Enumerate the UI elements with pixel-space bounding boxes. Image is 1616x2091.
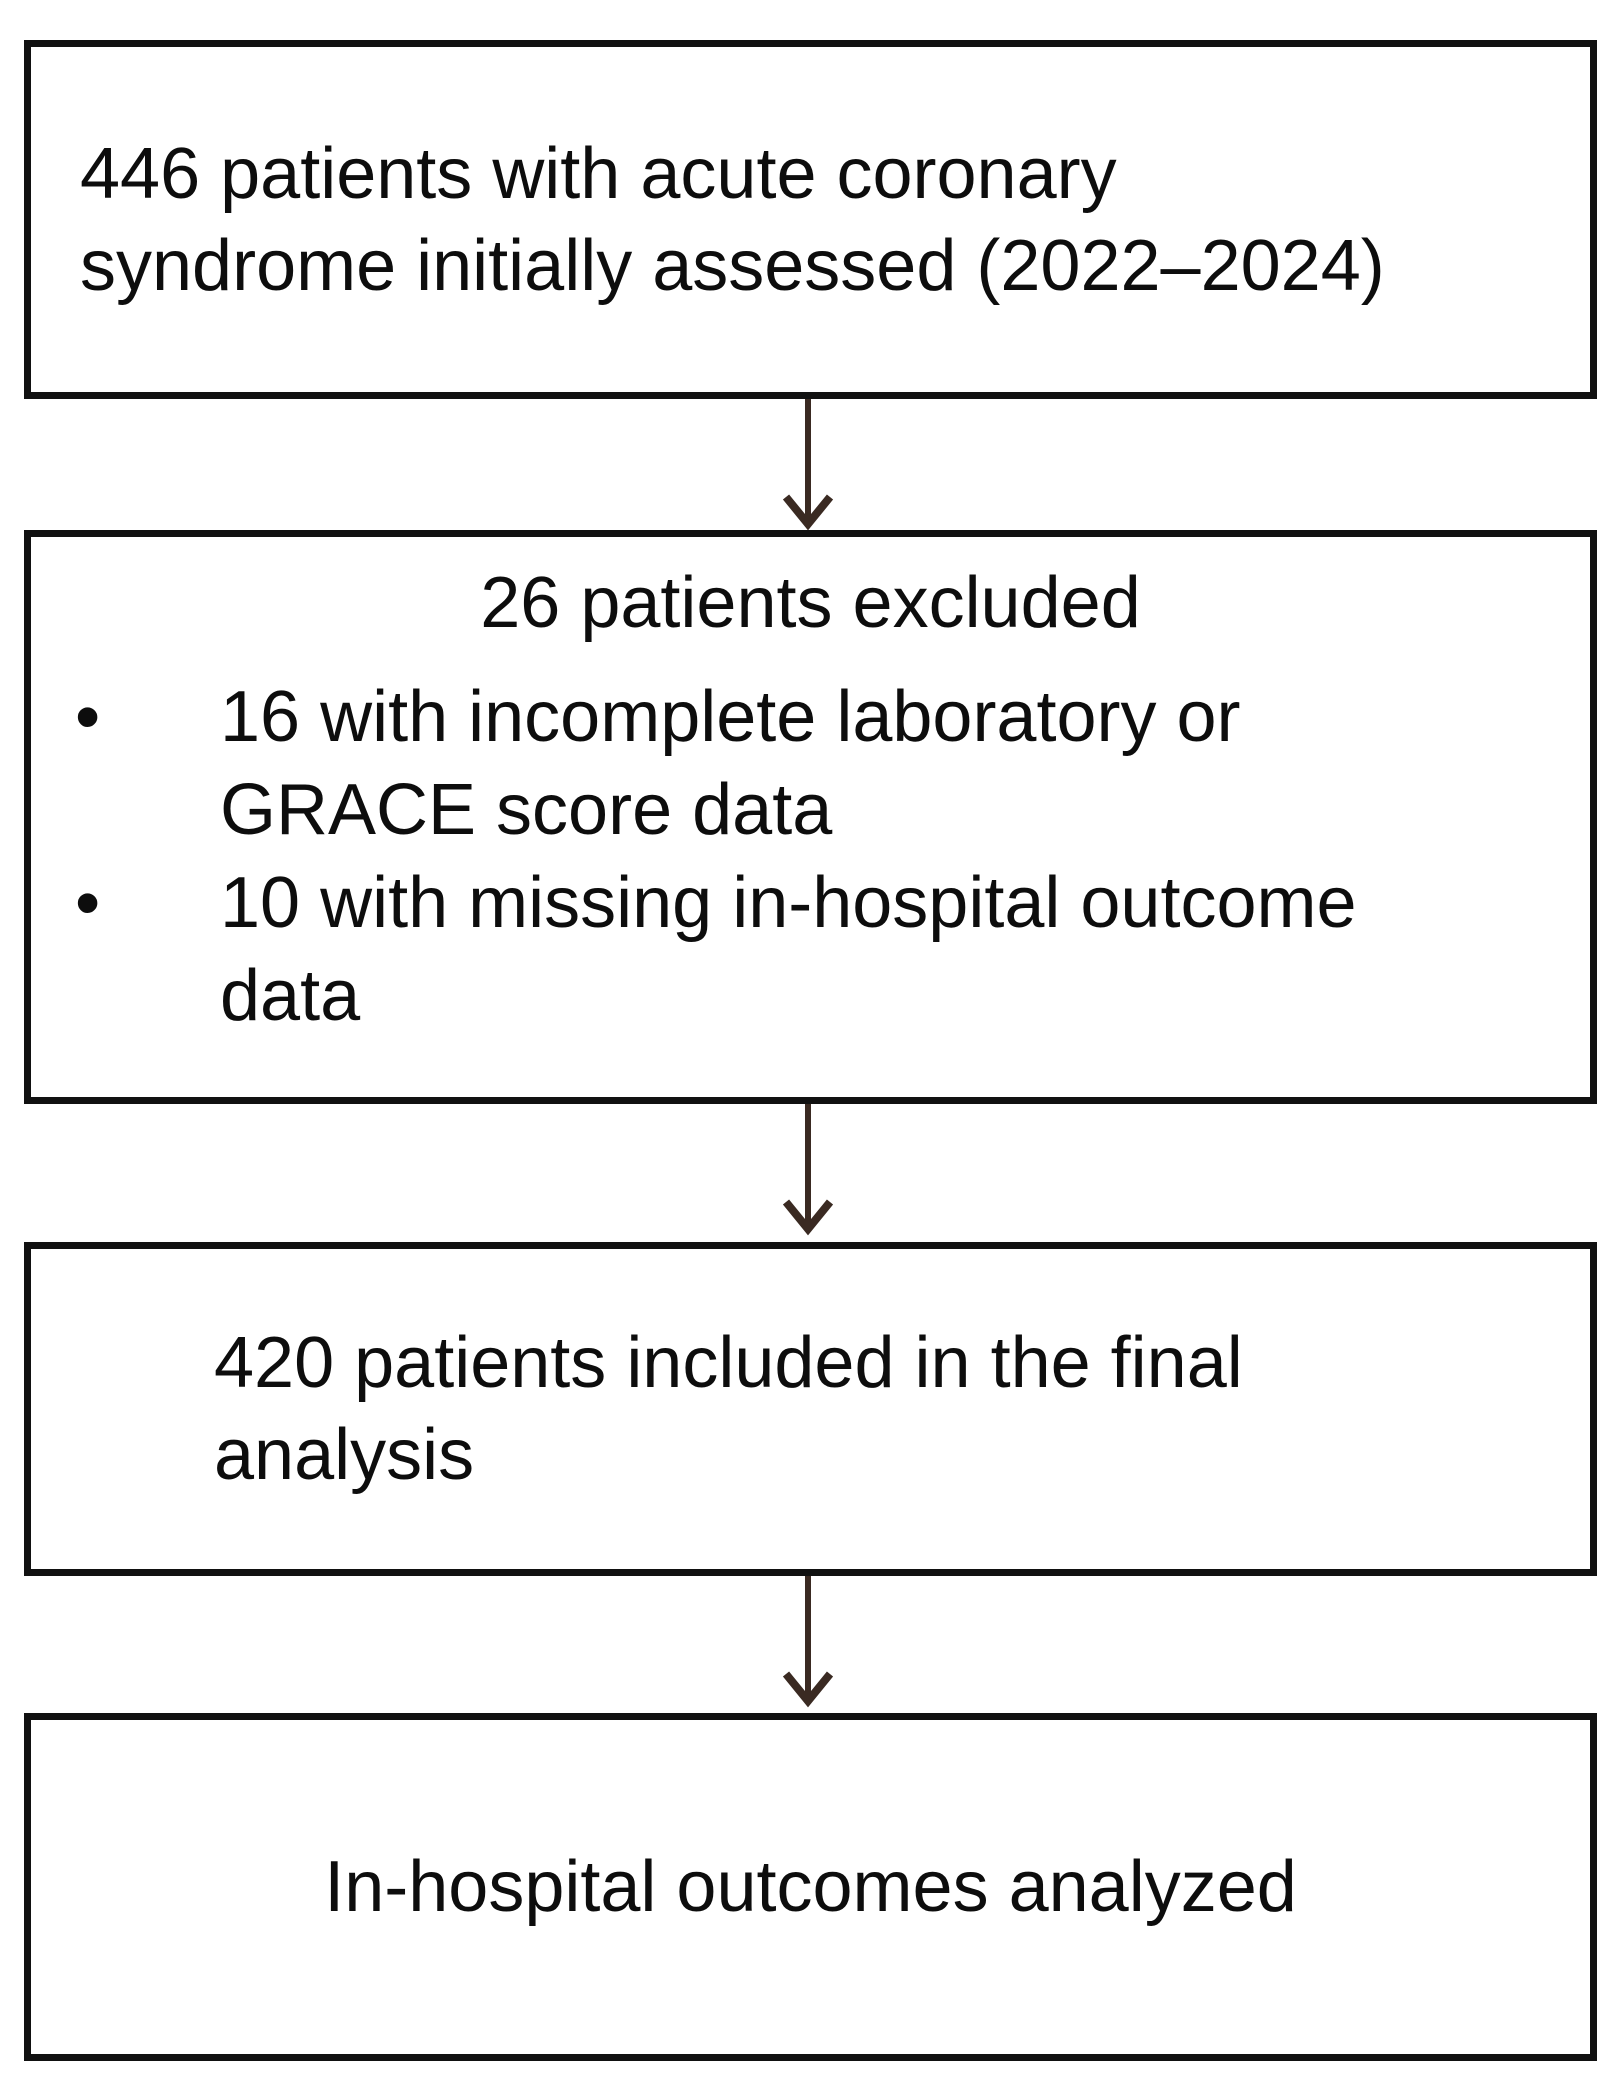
flow-box-excluded-patients: 26 patients excluded • 16 with incomplet… bbox=[24, 530, 1597, 1104]
flow-box-outcomes-analyzed: In-hospital outcomes analyzed bbox=[24, 1713, 1597, 2061]
bullet-item: • 10 with missing in-hospital outcome da… bbox=[31, 857, 1590, 1043]
bullet-item: • 16 with incomplete laboratory or GRACE… bbox=[31, 671, 1590, 857]
flow-box-final-analysis: 420 patients included in the final analy… bbox=[24, 1242, 1597, 1576]
box-text-line: 446 patients with acute coronary bbox=[80, 133, 1117, 214]
box-text-line: analysis bbox=[214, 1415, 475, 1495]
bullet-text-line: GRACE score data bbox=[220, 770, 833, 850]
bullet-icon: • bbox=[75, 677, 101, 757]
bullet-list: • 16 with incomplete laboratory or GRACE… bbox=[31, 671, 1590, 1043]
box-text-line: 420 patients included in the final bbox=[214, 1323, 1243, 1403]
box-text-line: In-hospital outcomes analyzed bbox=[324, 1847, 1297, 1927]
flow-arrow-down-icon bbox=[782, 1576, 834, 1708]
bullet-text-line: data bbox=[220, 956, 361, 1036]
bullet-icon: • bbox=[75, 863, 101, 943]
bullet-text-line: 10 with missing in-hospital outcome bbox=[220, 863, 1357, 943]
flow-box-initial-assessment: 446 patients with acute coronary syndrom… bbox=[24, 40, 1597, 399]
box-text-line: syndrome initially assessed (2022–2024) bbox=[80, 225, 1385, 306]
flow-arrow-down-icon bbox=[782, 1104, 834, 1236]
box-heading: 26 patients excluded bbox=[480, 563, 1141, 643]
flow-arrow-down-icon bbox=[782, 399, 834, 531]
bullet-text-line: 16 with incomplete laboratory or bbox=[220, 677, 1241, 757]
